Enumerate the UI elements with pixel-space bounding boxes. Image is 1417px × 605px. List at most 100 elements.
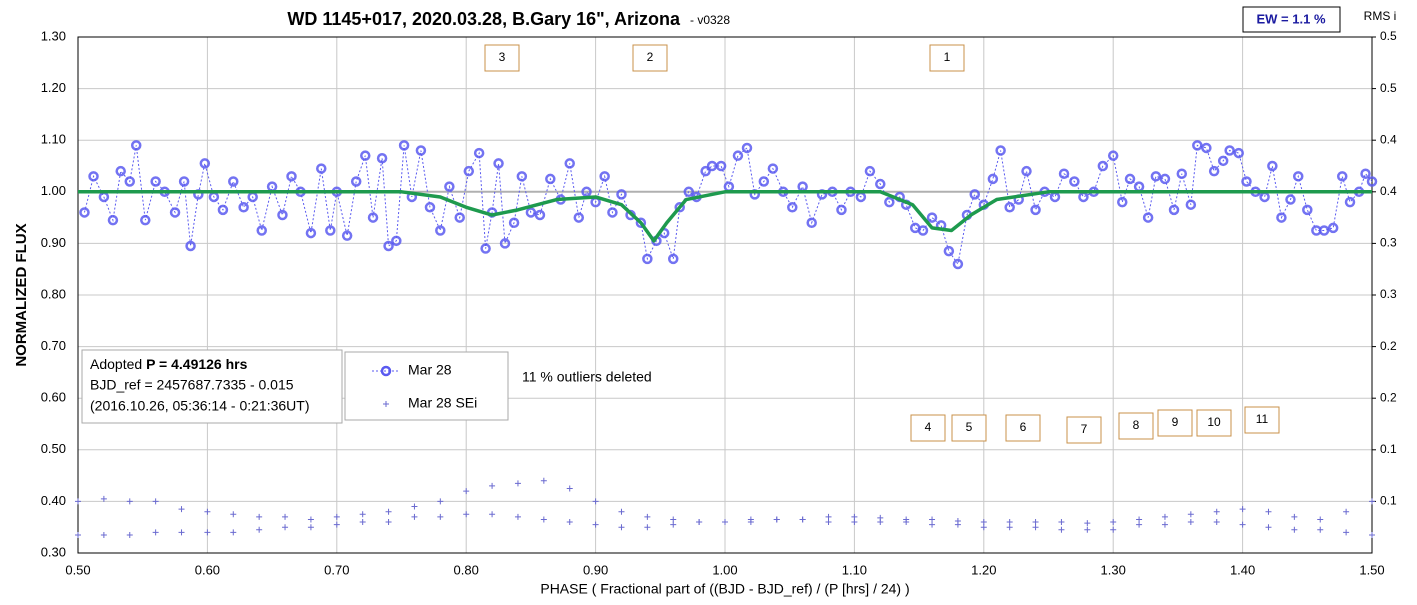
data-point [359, 519, 366, 526]
data-point [282, 524, 289, 531]
data-point [741, 142, 753, 154]
legend-marker [380, 365, 392, 377]
data-point [1285, 194, 1296, 205]
dip-box [484, 44, 520, 72]
data-point [851, 519, 858, 526]
y-tick-label: 1.10 [41, 132, 66, 147]
data-point [1276, 212, 1287, 223]
dip-box [1005, 414, 1041, 442]
data-point [787, 202, 798, 213]
data-point [980, 519, 987, 526]
data-point [435, 225, 446, 236]
data-point [732, 150, 744, 161]
data-point [564, 158, 575, 169]
x-tick-label: 0.80 [454, 562, 479, 577]
x-tick-label: 1.00 [712, 562, 737, 577]
data-point [360, 150, 371, 161]
data-point [806, 217, 817, 229]
plot-frame [77, 36, 1373, 554]
data-point [581, 186, 592, 198]
y2-tick-label: 0.1 [1380, 442, 1397, 456]
data-point [124, 176, 136, 187]
data-point [1369, 498, 1375, 505]
data-point [952, 258, 964, 270]
data-point [943, 245, 955, 257]
data-point [88, 171, 99, 182]
data-point [444, 181, 455, 192]
data-point [1117, 196, 1128, 208]
data-point [1006, 519, 1013, 526]
data-point [884, 196, 895, 208]
data-point [864, 165, 876, 177]
data-point [995, 145, 1006, 156]
data-point [385, 519, 392, 526]
data-point [1267, 160, 1278, 172]
y-tick-label: 1.00 [41, 183, 66, 198]
data-point [1069, 176, 1080, 187]
dip-label: 4 [925, 420, 932, 434]
data-point [696, 519, 703, 526]
data-point [566, 485, 573, 492]
data-point [100, 531, 107, 538]
data-point [1343, 529, 1350, 536]
data-point [1176, 168, 1188, 179]
data-point [230, 529, 237, 536]
dip-box [1066, 416, 1102, 444]
data-point [1201, 142, 1212, 154]
data-point [305, 227, 317, 239]
y-tick-label: 0.80 [41, 286, 66, 301]
y2-tick-label: 0.2 [1380, 339, 1397, 353]
y2-tick-label: 0.5 [1380, 81, 1397, 95]
y2-tick-label: 0.5 [1380, 29, 1397, 43]
legend-box [344, 351, 509, 421]
data-point [618, 524, 625, 531]
data-point [954, 521, 961, 528]
y-tick-label: 0.90 [41, 235, 66, 250]
legend-marker [383, 401, 389, 407]
data-point [926, 212, 938, 223]
data-point [1369, 531, 1375, 538]
x-tick-label: 1.30 [1101, 562, 1126, 577]
data-point [1343, 508, 1350, 515]
data-point [599, 171, 610, 182]
data-point [100, 495, 107, 502]
data-point [969, 189, 980, 200]
data-point [1265, 508, 1272, 515]
data-point [592, 498, 599, 505]
data-point [178, 506, 185, 513]
model-line [78, 190, 1372, 243]
data-point [683, 186, 695, 198]
data-point [877, 519, 884, 526]
info-line: BJD_ref = 2457687.7335 - 0.015 [90, 377, 294, 393]
data-point [1317, 526, 1324, 533]
data-point [670, 516, 677, 523]
data-point [836, 204, 847, 216]
data-point [489, 511, 496, 518]
dip-box [929, 44, 965, 72]
y2-tick-label: 0.2 [1380, 390, 1397, 404]
data-point [540, 516, 547, 523]
data-point [635, 217, 647, 229]
data-point [178, 529, 185, 536]
data-point [79, 207, 90, 218]
y2-label: RMS i [1364, 9, 1397, 23]
series-line [83, 144, 1373, 266]
dip-box [1157, 409, 1193, 437]
data-point [437, 513, 444, 520]
dip-label: 7 [1081, 422, 1088, 436]
data-point [1084, 526, 1091, 533]
data-point [1291, 526, 1298, 533]
data-point [540, 477, 547, 484]
data-point [1110, 519, 1117, 526]
y2-tick-label: 0.3 [1380, 287, 1397, 301]
data-point [1021, 165, 1032, 177]
data-point [715, 160, 727, 172]
data-point [75, 531, 81, 538]
y-tick-label: 0.50 [41, 441, 66, 456]
x-tick-label: 0.70 [324, 562, 349, 577]
data-point [1032, 519, 1039, 526]
data-point [1032, 524, 1039, 531]
dip-label: 5 [966, 420, 973, 434]
data-point [437, 498, 444, 505]
data-point [644, 524, 651, 531]
